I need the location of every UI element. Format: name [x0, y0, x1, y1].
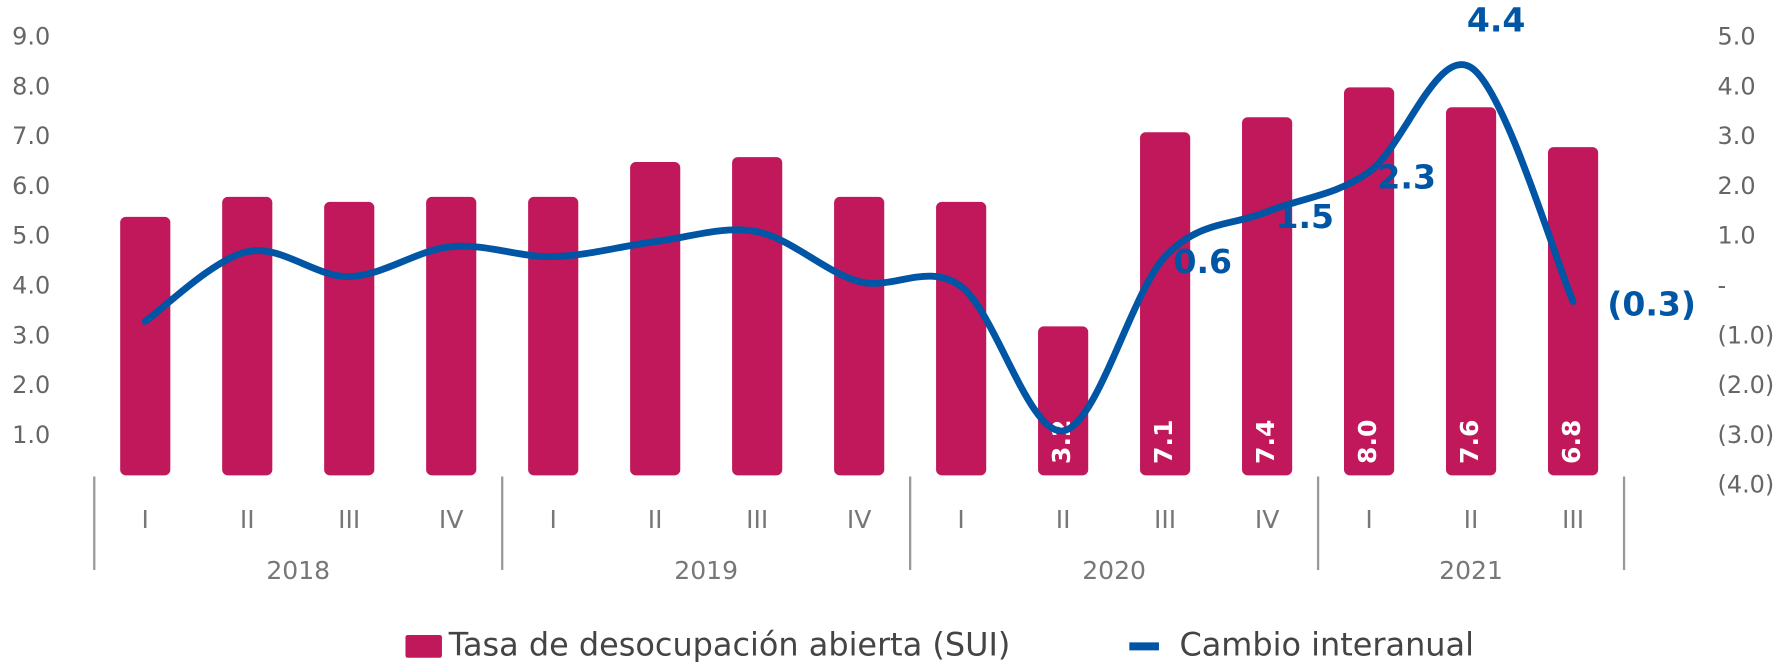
y-tick-label: 9.0	[12, 23, 50, 51]
x-tick-label: I	[550, 505, 557, 534]
bar	[222, 196, 273, 476]
bar-value-label: 7.6	[1455, 420, 1484, 464]
bar	[1445, 107, 1497, 476]
bar	[1344, 87, 1395, 476]
line-value-label: 2.3	[1377, 157, 1436, 196]
line-value-label: (0.3)	[1607, 284, 1696, 323]
y-tick-label: 6.0	[12, 172, 50, 200]
y2-tick-label: (4.0)	[1718, 471, 1775, 499]
y2-tick-label: 3.0	[1718, 122, 1756, 150]
group-label: 2019	[674, 556, 738, 585]
x-tick-label: II	[648, 505, 663, 534]
y-tick-label: 4.0	[12, 272, 50, 300]
bar	[732, 157, 783, 476]
group-label: 2020	[1082, 556, 1146, 585]
y-tick-label: 1.0	[12, 421, 50, 449]
y2-tick-label: 2.0	[1718, 172, 1756, 200]
y-tick-label: 2.0	[12, 371, 50, 399]
y2-tick-label: (3.0)	[1718, 421, 1775, 449]
x-tick-label: II	[1464, 505, 1479, 534]
y2-tick-label: (2.0)	[1718, 371, 1775, 399]
y2-tick-label: (1.0)	[1718, 321, 1775, 349]
y2-tick-label: 1.0	[1718, 222, 1756, 250]
y-tick-label: 7.0	[12, 122, 50, 150]
y-tick-label: 5.0	[12, 222, 50, 250]
x-tick-label: II	[240, 505, 255, 534]
y-tick-label: 3.0	[12, 321, 50, 349]
bar-value-label: 7.1	[1149, 420, 1178, 464]
bar	[630, 162, 681, 476]
group-label: 2018	[266, 556, 330, 585]
x-tick-label: I	[142, 505, 149, 534]
line-value-label: 1.5	[1275, 197, 1334, 236]
legend-label: Tasa de desocupación abierta (SUI)	[448, 625, 1011, 663]
x-tick-label: I	[1365, 505, 1372, 534]
bar	[834, 196, 885, 476]
bar	[1140, 132, 1191, 476]
bar	[1547, 147, 1599, 476]
x-tick-label: III	[338, 505, 360, 534]
x-tick-label: IV	[439, 505, 464, 534]
x-tick-label: IV	[847, 505, 872, 534]
x-tick-label: III	[746, 505, 768, 534]
bar-value-label: 6.8	[1557, 420, 1586, 464]
x-tick-label: III	[1154, 505, 1176, 534]
y2-tick-label: 5.0	[1718, 23, 1756, 51]
y2-tick-label: -	[1718, 272, 1727, 300]
y-tick-label: 8.0	[12, 72, 50, 100]
x-tick-label: II	[1056, 505, 1071, 534]
bar-value-label: 7.4	[1251, 420, 1280, 464]
y2-tick-label: 4.0	[1718, 72, 1756, 100]
line	[141, 61, 1577, 435]
legend-swatch	[405, 634, 442, 658]
line-value-label: 4.4	[1467, 0, 1526, 39]
bar	[426, 196, 477, 476]
bar	[120, 216, 171, 476]
bar	[936, 201, 987, 476]
x-tick-label: I	[957, 505, 964, 534]
legend-label: Cambio interanual	[1179, 625, 1473, 663]
bar	[528, 196, 579, 476]
bar-value-label: 8.0	[1353, 420, 1382, 464]
line-value-label: 0.6	[1173, 242, 1232, 281]
bar	[1038, 326, 1089, 476]
x-tick-label: IV	[1255, 505, 1280, 534]
group-label: 2021	[1439, 556, 1503, 585]
x-tick-label: III	[1562, 505, 1584, 534]
bar	[324, 201, 375, 476]
